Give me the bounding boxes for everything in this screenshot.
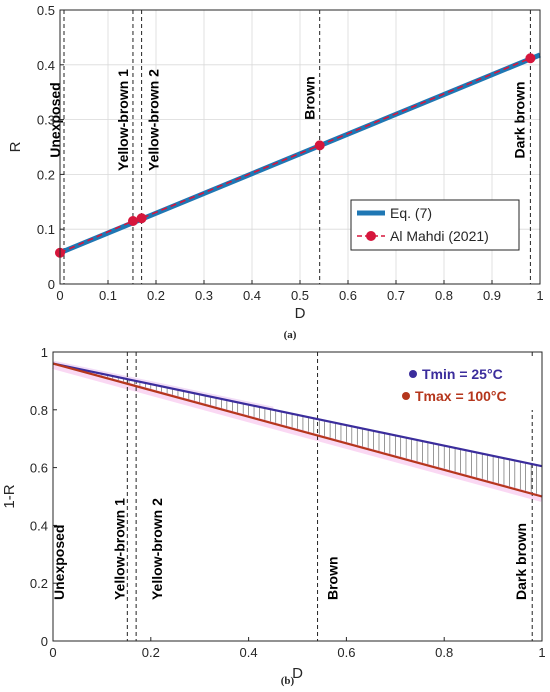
x-axis-label: D xyxy=(295,305,306,322)
data-point xyxy=(136,213,147,224)
data-point xyxy=(525,53,536,64)
stage-label: Unexposed xyxy=(51,525,67,600)
data-point xyxy=(127,215,138,226)
chart-panel-b: Unexposed Yellow-brown 1 Yellow-brown 2 Bro… xyxy=(1,345,546,687)
y-tick-label: 0.1 xyxy=(37,222,55,237)
y-tick-label: 0.8 xyxy=(30,403,48,418)
x-tick-label: 0.8 xyxy=(435,645,453,660)
y-tick-label: 0 xyxy=(41,634,48,649)
tmax-band xyxy=(52,362,543,502)
x-tick-label: 0 xyxy=(56,288,63,303)
y-axis-label: R xyxy=(7,141,24,152)
x-tick-label: 0.2 xyxy=(142,645,160,660)
chart-panel-a: Unexposed Yellow-brown 1 Yellow-brown 2 Bro… xyxy=(7,3,544,341)
x-tick-label: 0.2 xyxy=(147,288,165,303)
y-tick-label: 0.2 xyxy=(30,576,48,591)
x-tick-label: 0.9 xyxy=(483,288,501,303)
x-tick-label: 0.3 xyxy=(195,288,213,303)
legend-box xyxy=(400,358,538,410)
stage-label: Dark brown xyxy=(513,523,529,600)
stage-label: Yellow-brown 2 xyxy=(149,498,165,600)
y-tick-label: 0.5 xyxy=(37,3,55,18)
y-tick-label: 0.3 xyxy=(37,113,55,128)
x-tick-label: 0.1 xyxy=(99,288,117,303)
y-axis-label: 1-R xyxy=(1,484,18,508)
legend-marker-tmin xyxy=(409,370,417,378)
legend: Eq. (7) Al Mahdi (2021) xyxy=(350,199,520,251)
y-tick-label: 0.4 xyxy=(37,58,55,73)
legend-label: Tmin = 25°C xyxy=(422,366,503,382)
y-tick-label: 0.2 xyxy=(37,167,55,182)
legend-label: Eq. (7) xyxy=(390,205,432,221)
legend-label: Al Mahdi (2021) xyxy=(390,228,489,244)
legend-marker xyxy=(366,231,376,241)
y-tick-label: 0 xyxy=(48,277,55,292)
x-tick-label: 1 xyxy=(536,288,543,303)
stage-label: Yellow-brown 1 xyxy=(115,69,131,171)
x-axis-label: D xyxy=(292,665,303,682)
legend: Tmin = 25°C Tmax = 100°C xyxy=(400,358,538,410)
y-tick-label: 1 xyxy=(41,345,48,360)
x-tick-label: 0.6 xyxy=(339,288,357,303)
x-tick-label: 0 xyxy=(49,645,56,660)
legend-marker-tmax xyxy=(402,392,410,400)
x-tick-label: 1 xyxy=(538,645,545,660)
stage-label: Dark brown xyxy=(511,81,527,158)
x-tick-label: 0.8 xyxy=(435,288,453,303)
stage-label: Unexposed xyxy=(47,82,63,157)
x-tick-label: 0.5 xyxy=(291,288,309,303)
panel-label: (a) xyxy=(284,329,297,341)
panel-label: (b) xyxy=(281,675,295,687)
y-tick-label: 0.6 xyxy=(30,461,48,476)
stage-label: Brown xyxy=(302,76,318,120)
legend-label: Tmax = 100°C xyxy=(415,388,507,404)
series-line-al-mahdi xyxy=(59,57,531,254)
x-tick-label: 0.7 xyxy=(387,288,405,303)
x-tick-label: 0.4 xyxy=(240,645,258,660)
x-tick-label: 0.6 xyxy=(337,645,355,660)
series-line-tmin xyxy=(52,362,543,468)
x-tick-label: 0.4 xyxy=(243,288,261,303)
data-point xyxy=(314,140,325,151)
y-tick-label: 0.4 xyxy=(30,518,48,533)
axes-box xyxy=(52,351,543,642)
stage-label: Brown xyxy=(325,556,341,600)
stage-label: Yellow-brown 1 xyxy=(111,498,127,600)
series-line-tmax xyxy=(52,362,543,498)
stage-label: Yellow-brown 2 xyxy=(146,69,162,171)
legend-box xyxy=(350,199,520,251)
